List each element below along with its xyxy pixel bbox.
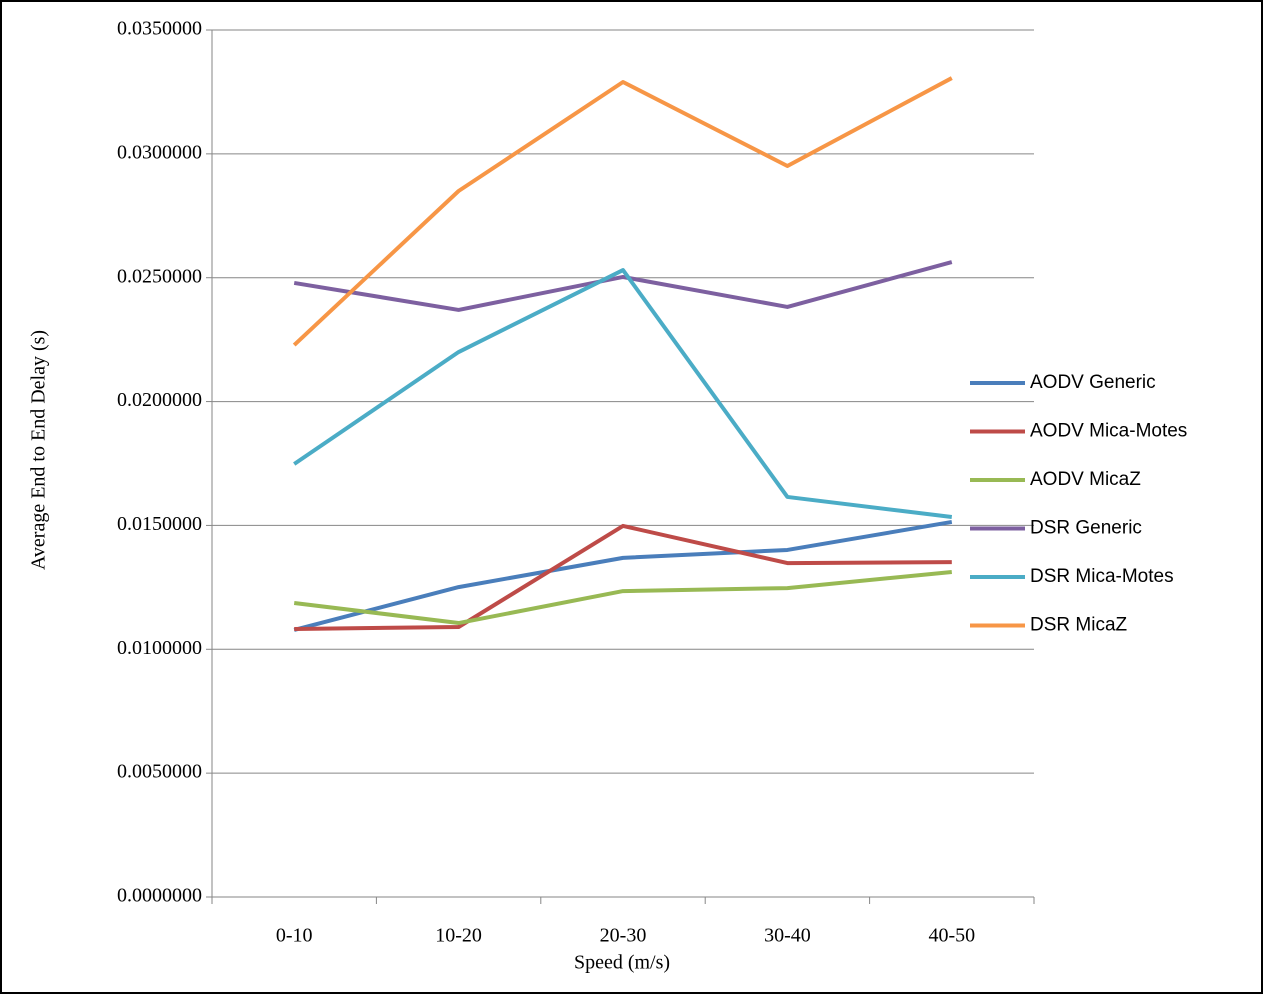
y-tick-label: 0.0000000 [117,885,202,907]
y-tick-label: 0.0100000 [117,637,202,659]
y-tick-label: 0.0300000 [117,141,202,163]
legend-label: DSR Generic [1030,518,1142,539]
x-tick-label: 20-30 [600,925,647,947]
legend-label: AODV Mica-Motes [1030,421,1187,442]
y-tick-label: 0.0250000 [117,265,202,287]
legend-label: DSR Mica-Motes [1030,566,1174,587]
series-line [293,519,953,632]
legend-label: DSR MicaZ [1030,615,1128,636]
series-line [294,523,952,631]
y-tick-label: 0.0200000 [117,389,202,411]
series-line [293,260,953,312]
x-tick-label: 0-10 [276,925,313,947]
x-axis-title: Speed (m/s) [574,952,670,974]
y-axis-title: Average End to End Delay (s) [28,330,50,570]
x-tick-label: 40-50 [928,925,975,947]
x-tick-label: 10-20 [435,925,482,947]
y-tick-label: 0.0150000 [117,513,202,535]
y-tick-label: 0.0350000 [117,18,202,40]
series-line [293,268,953,519]
series-line [292,76,953,347]
legend-label: AODV MicaZ [1030,469,1141,490]
x-tick-label: 30-40 [764,925,811,947]
series-line [293,570,952,626]
legend-label: AODV Generic [1030,372,1156,393]
y-tick-label: 0.0050000 [117,761,202,783]
